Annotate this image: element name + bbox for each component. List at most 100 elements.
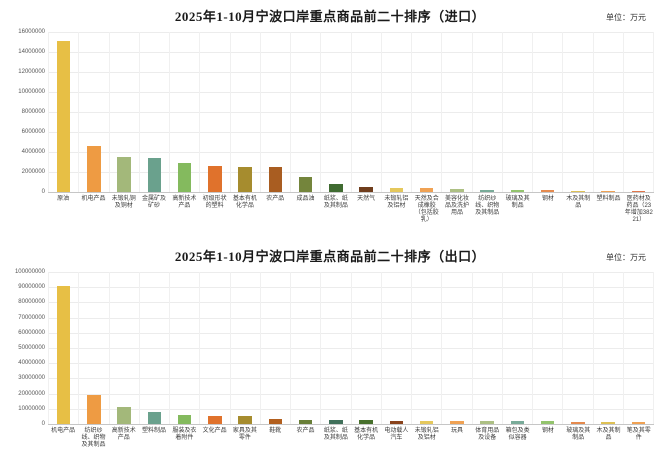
category-label: 木及其制品 [596, 428, 621, 441]
bar-column [140, 32, 170, 192]
bar-column [170, 32, 201, 192]
bar-column [473, 32, 503, 192]
category-label: 服装及衣着附件 [172, 428, 197, 441]
y-axis-tick-label: 16000000 [18, 29, 45, 35]
bar-column [231, 272, 261, 424]
bar [419, 420, 434, 424]
category-label: 箱包及类似容器 [505, 428, 530, 441]
bar [389, 420, 404, 424]
bar-column [624, 32, 654, 192]
bar-column [79, 272, 110, 424]
category-label: 玩具 [451, 428, 464, 434]
category-label: 纸浆、纸及其制品 [323, 428, 348, 441]
y-axis-tick-label: 6000000 [21, 129, 45, 135]
bar-column [624, 272, 654, 424]
y-axis-tick-label: 20000000 [18, 390, 45, 397]
category-label: 纺织纱线、织物及其制品 [475, 196, 500, 216]
category-label: 玻璃及其制品 [566, 428, 591, 441]
bar-column [563, 272, 594, 424]
bar [510, 421, 525, 424]
export-bars [48, 272, 654, 424]
bar [298, 177, 313, 192]
bar-column [140, 272, 170, 424]
import-bars [48, 32, 654, 192]
bar-column [442, 272, 473, 424]
bar-column [503, 272, 533, 424]
bar [87, 146, 101, 192]
category-label: 原油 [57, 196, 70, 202]
bar [147, 158, 162, 192]
category-label: 文化产品 [202, 428, 227, 434]
y-axis-tick-label: 70000000 [18, 314, 45, 321]
bar [480, 421, 494, 424]
bar [631, 421, 646, 424]
bar-column [382, 32, 412, 192]
category-label: 高新技术产品 [111, 428, 136, 441]
bar-column [110, 272, 140, 424]
bar-column [291, 32, 322, 192]
bar [631, 191, 646, 192]
y-axis-tick-label: 8000000 [21, 109, 45, 115]
y-axis-tick-label: 2000000 [21, 169, 45, 175]
bar-column [533, 272, 564, 424]
y-axis-tick-label: 30000000 [18, 375, 45, 382]
category-label: 医药材及药品（23年增加38221） [624, 196, 653, 223]
category-label: 农产品 [296, 428, 315, 434]
bar-column [321, 272, 352, 424]
bar [329, 184, 343, 192]
bar [601, 190, 615, 192]
category-label: 未锻轧铜及铜材 [111, 196, 136, 209]
bar [268, 167, 283, 192]
export-chart-header: 2025年1-10月宁波口岸重点商品前二十排序（出口） 单位：万元 [6, 240, 654, 272]
bar [208, 166, 222, 192]
y-axis-tick-label: 4000000 [21, 149, 45, 155]
bar [56, 41, 71, 192]
category-label: 鞋靴 [269, 428, 282, 434]
y-axis-tick-label: 0 [41, 421, 45, 427]
bar [389, 187, 404, 192]
bar-column [231, 32, 261, 192]
export-y-axis: 0 10000000 20000000 30000000 40000000 5000000… [6, 269, 48, 427]
bar-column [48, 32, 80, 192]
bar-column [412, 32, 443, 192]
bar [298, 419, 313, 424]
bar [450, 420, 464, 424]
bar [117, 157, 131, 192]
y-axis-tick-label: 0 [41, 189, 45, 195]
export-chart-section: 2025年1-10月宁波口岸重点商品前二十排序（出口） 单位：万元 0 10000… [0, 240, 660, 464]
bar [177, 163, 192, 192]
bar [147, 412, 162, 424]
category-label: 农产品 [266, 196, 285, 202]
bar [208, 415, 222, 424]
bar [177, 415, 192, 424]
bar-column [442, 32, 473, 192]
bar-column [503, 32, 533, 192]
category-label: 纸浆、纸及其制品 [323, 196, 348, 209]
import-plot: 0 2000000 4000000 6000000 8000000 10000000 120… [6, 29, 654, 195]
bar [571, 190, 585, 192]
category-label: 未锻轧铝及铝材 [384, 196, 409, 209]
bar [56, 285, 71, 424]
bar [510, 189, 525, 192]
bar [329, 419, 343, 424]
bar [571, 421, 585, 424]
category-label: 玻璃及其制品 [505, 196, 530, 209]
bar-column [563, 32, 594, 192]
y-axis-tick-label: 40000000 [18, 360, 45, 367]
bar [480, 189, 494, 192]
import-x-labels-spacer [6, 196, 48, 240]
export-chart-title: 2025年1-10月宁波口岸重点商品前二十排序（出口） [174, 249, 486, 264]
y-axis-tick-label: 100000000 [14, 269, 45, 275]
bar [117, 406, 131, 424]
category-label: 金属矿及矿砂 [142, 196, 167, 209]
category-label: 纺织纱线、织物及其制品 [81, 428, 106, 448]
category-label: 钢材 [541, 196, 554, 202]
bar-column [594, 32, 624, 192]
import-chart-title: 2025年1-10月宁波口岸重点商品前二十排序（进口） [174, 9, 486, 24]
export-unit-label: 单位：万元 [606, 253, 646, 262]
bar-column [352, 32, 382, 192]
bar-column [594, 272, 624, 424]
import-x-labels: 原油 机电产品 未锻轧铜及铜材 金属矿及矿砂 高新技术产品 初级形状的塑料 基本有机化学品 农… [6, 193, 654, 240]
category-label: 未锻轧铝及铝材 [414, 428, 439, 441]
